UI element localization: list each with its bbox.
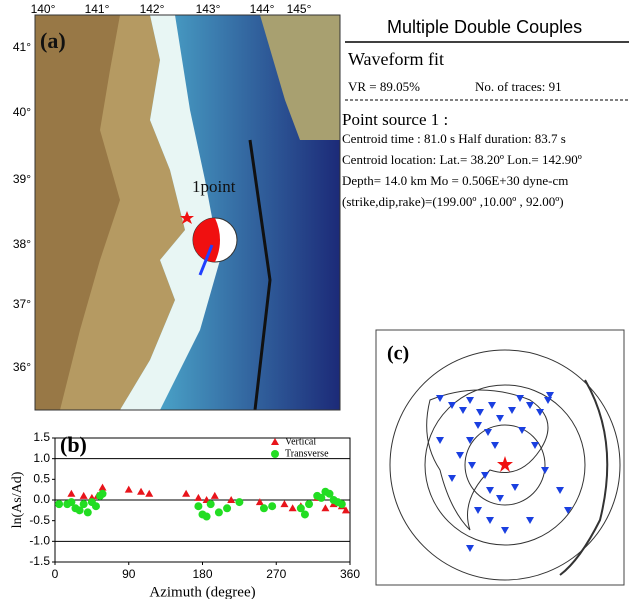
source-line: Centroid location: Lat.= 38.20º Lon.= 14…: [342, 152, 582, 167]
lat-label: 38°: [13, 237, 31, 251]
x-tick-label: 0: [52, 567, 59, 581]
lat-label: 41°: [13, 40, 31, 54]
source-line: (strike,dip,rake)=(199.00º ,10.00º , 92.…: [342, 194, 564, 209]
title: Multiple Double Couples: [387, 17, 582, 37]
point: [203, 513, 211, 521]
section-title: Waveform fit: [348, 49, 444, 69]
point: [145, 490, 153, 497]
frame: [376, 330, 624, 585]
panel-label: (a): [40, 28, 66, 53]
lon-label: 144°: [250, 2, 275, 16]
point: [194, 502, 202, 510]
y-tick-label: 0.5: [33, 472, 50, 486]
point: [215, 508, 223, 516]
x-tick-label: 180: [192, 567, 212, 581]
y-axis-label: ln(As/Ad): [10, 471, 25, 528]
panel-label: (c): [387, 343, 409, 365]
point: [305, 500, 313, 508]
source-line: Centroid time : 81.0 s Half duration: 83…: [342, 131, 566, 146]
point: [99, 484, 107, 491]
lat-label: 39°: [13, 172, 31, 186]
point: [92, 502, 100, 510]
point: [321, 504, 329, 511]
point: [223, 504, 231, 512]
point: [207, 500, 215, 508]
legend-label: Transverse: [285, 448, 329, 459]
lon-label: 145°: [287, 2, 312, 16]
point: [194, 494, 202, 501]
lat-label: 37°: [13, 297, 31, 311]
lon-label: 141°: [85, 2, 110, 16]
y-tick-label: 0.0: [33, 492, 50, 506]
lon-label: 142°: [140, 2, 165, 16]
y-tick-label: 1.0: [33, 451, 50, 465]
station-map: (c): [376, 330, 624, 585]
legend-marker: [271, 450, 279, 458]
point: [289, 504, 297, 511]
point: [182, 490, 190, 497]
y-tick-label: 1.5: [33, 430, 50, 444]
y-tick-label: -1.5: [29, 554, 50, 568]
lat-label: 40°: [13, 105, 31, 119]
x-tick-label: 270: [266, 567, 286, 581]
marker-label: 1point: [192, 177, 236, 196]
point: [268, 502, 276, 510]
panel-label: (b): [60, 432, 87, 457]
point: [211, 492, 219, 499]
y-tick-label: -1.0: [29, 534, 50, 548]
x-axis-label: Azimuth (degree): [149, 584, 255, 599]
page: 1point (a) Multiple Double Couples Wavef…: [0, 0, 629, 599]
point: [301, 510, 309, 518]
x-tick-label: 360: [340, 567, 360, 581]
point: [67, 490, 75, 497]
point: [235, 498, 243, 506]
point: [137, 488, 145, 495]
point: [80, 500, 88, 508]
point: [84, 508, 92, 516]
point: [80, 492, 88, 499]
source-title: Point source 1 :: [342, 110, 448, 129]
point: [260, 504, 268, 512]
x-tick-label: 90: [122, 567, 136, 581]
point: [55, 500, 63, 508]
vr: VR = 89.05%: [348, 79, 420, 94]
legend-label: Vertical: [285, 436, 316, 447]
point: [280, 500, 288, 507]
legend-marker: [271, 438, 279, 445]
source-line: Depth= 14.0 km Mo = 0.506E+30 dyne-cm: [342, 173, 568, 188]
y-tick-label: -0.5: [29, 513, 50, 527]
lon-label: 140°: [31, 2, 56, 16]
traces: No. of traces: 91: [475, 79, 562, 94]
chart: 1.5 1.0 0.5 0.0 -0.5 -1.0 -1.50 90 180 270 360 Azim…: [10, 430, 360, 599]
lat-label: 36°: [13, 360, 31, 374]
lon-label: 143°: [196, 2, 221, 16]
point: [99, 490, 107, 498]
map: 1point (a): [35, 15, 340, 410]
point: [125, 486, 133, 493]
point: [256, 498, 264, 505]
point: [338, 500, 346, 508]
